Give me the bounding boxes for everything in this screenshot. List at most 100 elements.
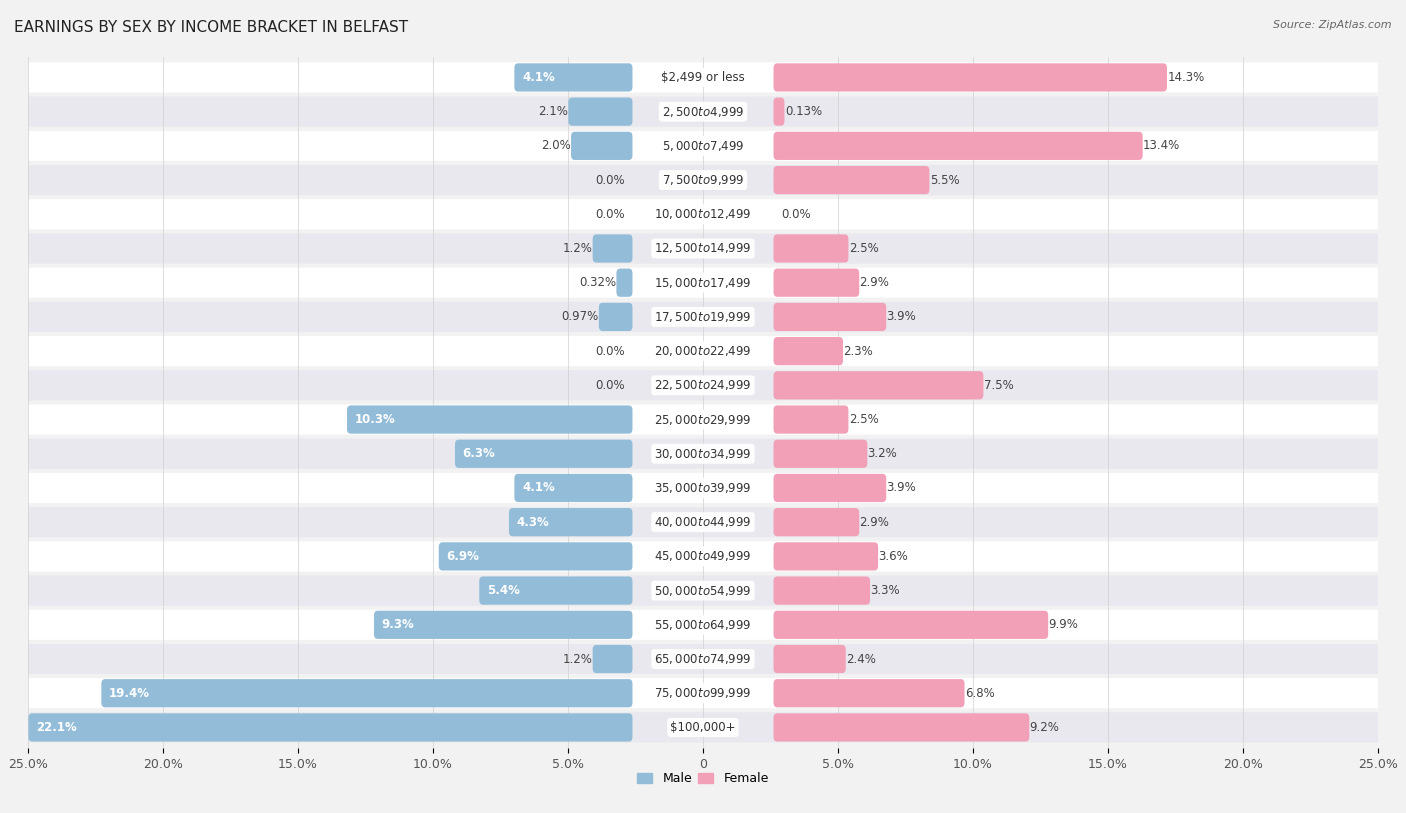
FancyBboxPatch shape xyxy=(593,234,633,263)
FancyBboxPatch shape xyxy=(28,131,1378,161)
Text: 0.0%: 0.0% xyxy=(595,173,624,186)
Text: 2.9%: 2.9% xyxy=(859,515,890,528)
Text: 0.0%: 0.0% xyxy=(595,379,624,392)
Text: 2.4%: 2.4% xyxy=(846,653,876,666)
FancyBboxPatch shape xyxy=(479,576,633,605)
FancyBboxPatch shape xyxy=(773,406,848,433)
Text: $2,500 to $4,999: $2,500 to $4,999 xyxy=(662,105,744,119)
Text: 0.97%: 0.97% xyxy=(561,311,599,324)
Text: 5.5%: 5.5% xyxy=(929,173,959,186)
Text: 4.1%: 4.1% xyxy=(522,481,555,494)
Text: $35,000 to $39,999: $35,000 to $39,999 xyxy=(654,481,752,495)
FancyBboxPatch shape xyxy=(28,713,633,741)
Text: $15,000 to $17,499: $15,000 to $17,499 xyxy=(654,276,752,289)
Text: 22.1%: 22.1% xyxy=(37,721,77,734)
FancyBboxPatch shape xyxy=(773,372,983,399)
FancyBboxPatch shape xyxy=(773,508,859,537)
FancyBboxPatch shape xyxy=(28,199,1378,229)
Text: 3.6%: 3.6% xyxy=(879,550,908,563)
FancyBboxPatch shape xyxy=(773,337,844,365)
Text: $5,000 to $7,499: $5,000 to $7,499 xyxy=(662,139,744,153)
Text: 4.3%: 4.3% xyxy=(517,515,550,528)
FancyBboxPatch shape xyxy=(28,267,1378,298)
Text: EARNINGS BY SEX BY INCOME BRACKET IN BELFAST: EARNINGS BY SEX BY INCOME BRACKET IN BEL… xyxy=(14,20,408,35)
FancyBboxPatch shape xyxy=(773,166,929,194)
FancyBboxPatch shape xyxy=(773,679,965,707)
FancyBboxPatch shape xyxy=(28,63,1378,93)
Text: 19.4%: 19.4% xyxy=(110,687,150,700)
FancyBboxPatch shape xyxy=(28,473,1378,503)
Text: $2,499 or less: $2,499 or less xyxy=(661,71,745,84)
FancyBboxPatch shape xyxy=(571,132,633,160)
FancyBboxPatch shape xyxy=(28,165,1378,195)
FancyBboxPatch shape xyxy=(347,406,633,433)
Text: $55,000 to $64,999: $55,000 to $64,999 xyxy=(654,618,752,632)
Text: $10,000 to $12,499: $10,000 to $12,499 xyxy=(654,207,752,221)
Text: 0.0%: 0.0% xyxy=(782,208,811,221)
FancyBboxPatch shape xyxy=(28,439,1378,469)
Text: $65,000 to $74,999: $65,000 to $74,999 xyxy=(654,652,752,666)
Text: $12,500 to $14,999: $12,500 to $14,999 xyxy=(654,241,752,255)
FancyBboxPatch shape xyxy=(616,268,633,297)
FancyBboxPatch shape xyxy=(515,63,633,92)
FancyBboxPatch shape xyxy=(509,508,633,537)
FancyBboxPatch shape xyxy=(773,576,870,605)
FancyBboxPatch shape xyxy=(773,132,1143,160)
Text: 2.0%: 2.0% xyxy=(541,139,571,152)
FancyBboxPatch shape xyxy=(28,97,1378,127)
FancyBboxPatch shape xyxy=(28,370,1378,400)
FancyBboxPatch shape xyxy=(28,541,1378,572)
Text: 10.3%: 10.3% xyxy=(354,413,395,426)
FancyBboxPatch shape xyxy=(28,336,1378,366)
Text: $17,500 to $19,999: $17,500 to $19,999 xyxy=(654,310,752,324)
FancyBboxPatch shape xyxy=(773,611,1049,639)
Text: 9.9%: 9.9% xyxy=(1049,619,1078,632)
FancyBboxPatch shape xyxy=(28,610,1378,640)
Text: 3.9%: 3.9% xyxy=(887,311,917,324)
Text: 0.32%: 0.32% xyxy=(579,276,616,289)
FancyBboxPatch shape xyxy=(28,302,1378,332)
Text: 5.4%: 5.4% xyxy=(486,584,520,597)
Text: 1.2%: 1.2% xyxy=(562,653,592,666)
Text: 2.5%: 2.5% xyxy=(849,413,879,426)
FancyBboxPatch shape xyxy=(773,302,886,331)
FancyBboxPatch shape xyxy=(28,678,1378,708)
Text: 3.9%: 3.9% xyxy=(887,481,917,494)
FancyBboxPatch shape xyxy=(593,645,633,673)
Text: $40,000 to $44,999: $40,000 to $44,999 xyxy=(654,515,752,529)
Text: 4.1%: 4.1% xyxy=(522,71,555,84)
FancyBboxPatch shape xyxy=(773,542,879,571)
Text: $75,000 to $99,999: $75,000 to $99,999 xyxy=(654,686,752,700)
FancyBboxPatch shape xyxy=(28,405,1378,435)
Text: 14.3%: 14.3% xyxy=(1167,71,1205,84)
Text: 2.3%: 2.3% xyxy=(844,345,873,358)
FancyBboxPatch shape xyxy=(515,474,633,502)
FancyBboxPatch shape xyxy=(456,440,633,467)
Text: $20,000 to $22,499: $20,000 to $22,499 xyxy=(654,344,752,358)
Text: $22,500 to $24,999: $22,500 to $24,999 xyxy=(654,378,752,393)
Text: 0.0%: 0.0% xyxy=(595,208,624,221)
Text: 6.3%: 6.3% xyxy=(463,447,495,460)
Text: 6.9%: 6.9% xyxy=(447,550,479,563)
Text: 3.3%: 3.3% xyxy=(870,584,900,597)
FancyBboxPatch shape xyxy=(28,507,1378,537)
FancyBboxPatch shape xyxy=(773,268,859,297)
Text: 2.5%: 2.5% xyxy=(849,242,879,255)
Text: $50,000 to $54,999: $50,000 to $54,999 xyxy=(654,584,752,598)
Text: $30,000 to $34,999: $30,000 to $34,999 xyxy=(654,447,752,461)
FancyBboxPatch shape xyxy=(28,712,1378,742)
FancyBboxPatch shape xyxy=(773,63,1167,92)
FancyBboxPatch shape xyxy=(374,611,633,639)
FancyBboxPatch shape xyxy=(28,576,1378,606)
Text: 1.2%: 1.2% xyxy=(562,242,592,255)
FancyBboxPatch shape xyxy=(28,233,1378,263)
FancyBboxPatch shape xyxy=(773,440,868,467)
Text: 3.2%: 3.2% xyxy=(868,447,897,460)
FancyBboxPatch shape xyxy=(439,542,633,571)
Text: 0.0%: 0.0% xyxy=(595,345,624,358)
FancyBboxPatch shape xyxy=(599,302,633,331)
FancyBboxPatch shape xyxy=(773,474,886,502)
Text: 2.1%: 2.1% xyxy=(538,105,568,118)
Text: 0.13%: 0.13% xyxy=(785,105,823,118)
Text: 9.3%: 9.3% xyxy=(382,619,415,632)
